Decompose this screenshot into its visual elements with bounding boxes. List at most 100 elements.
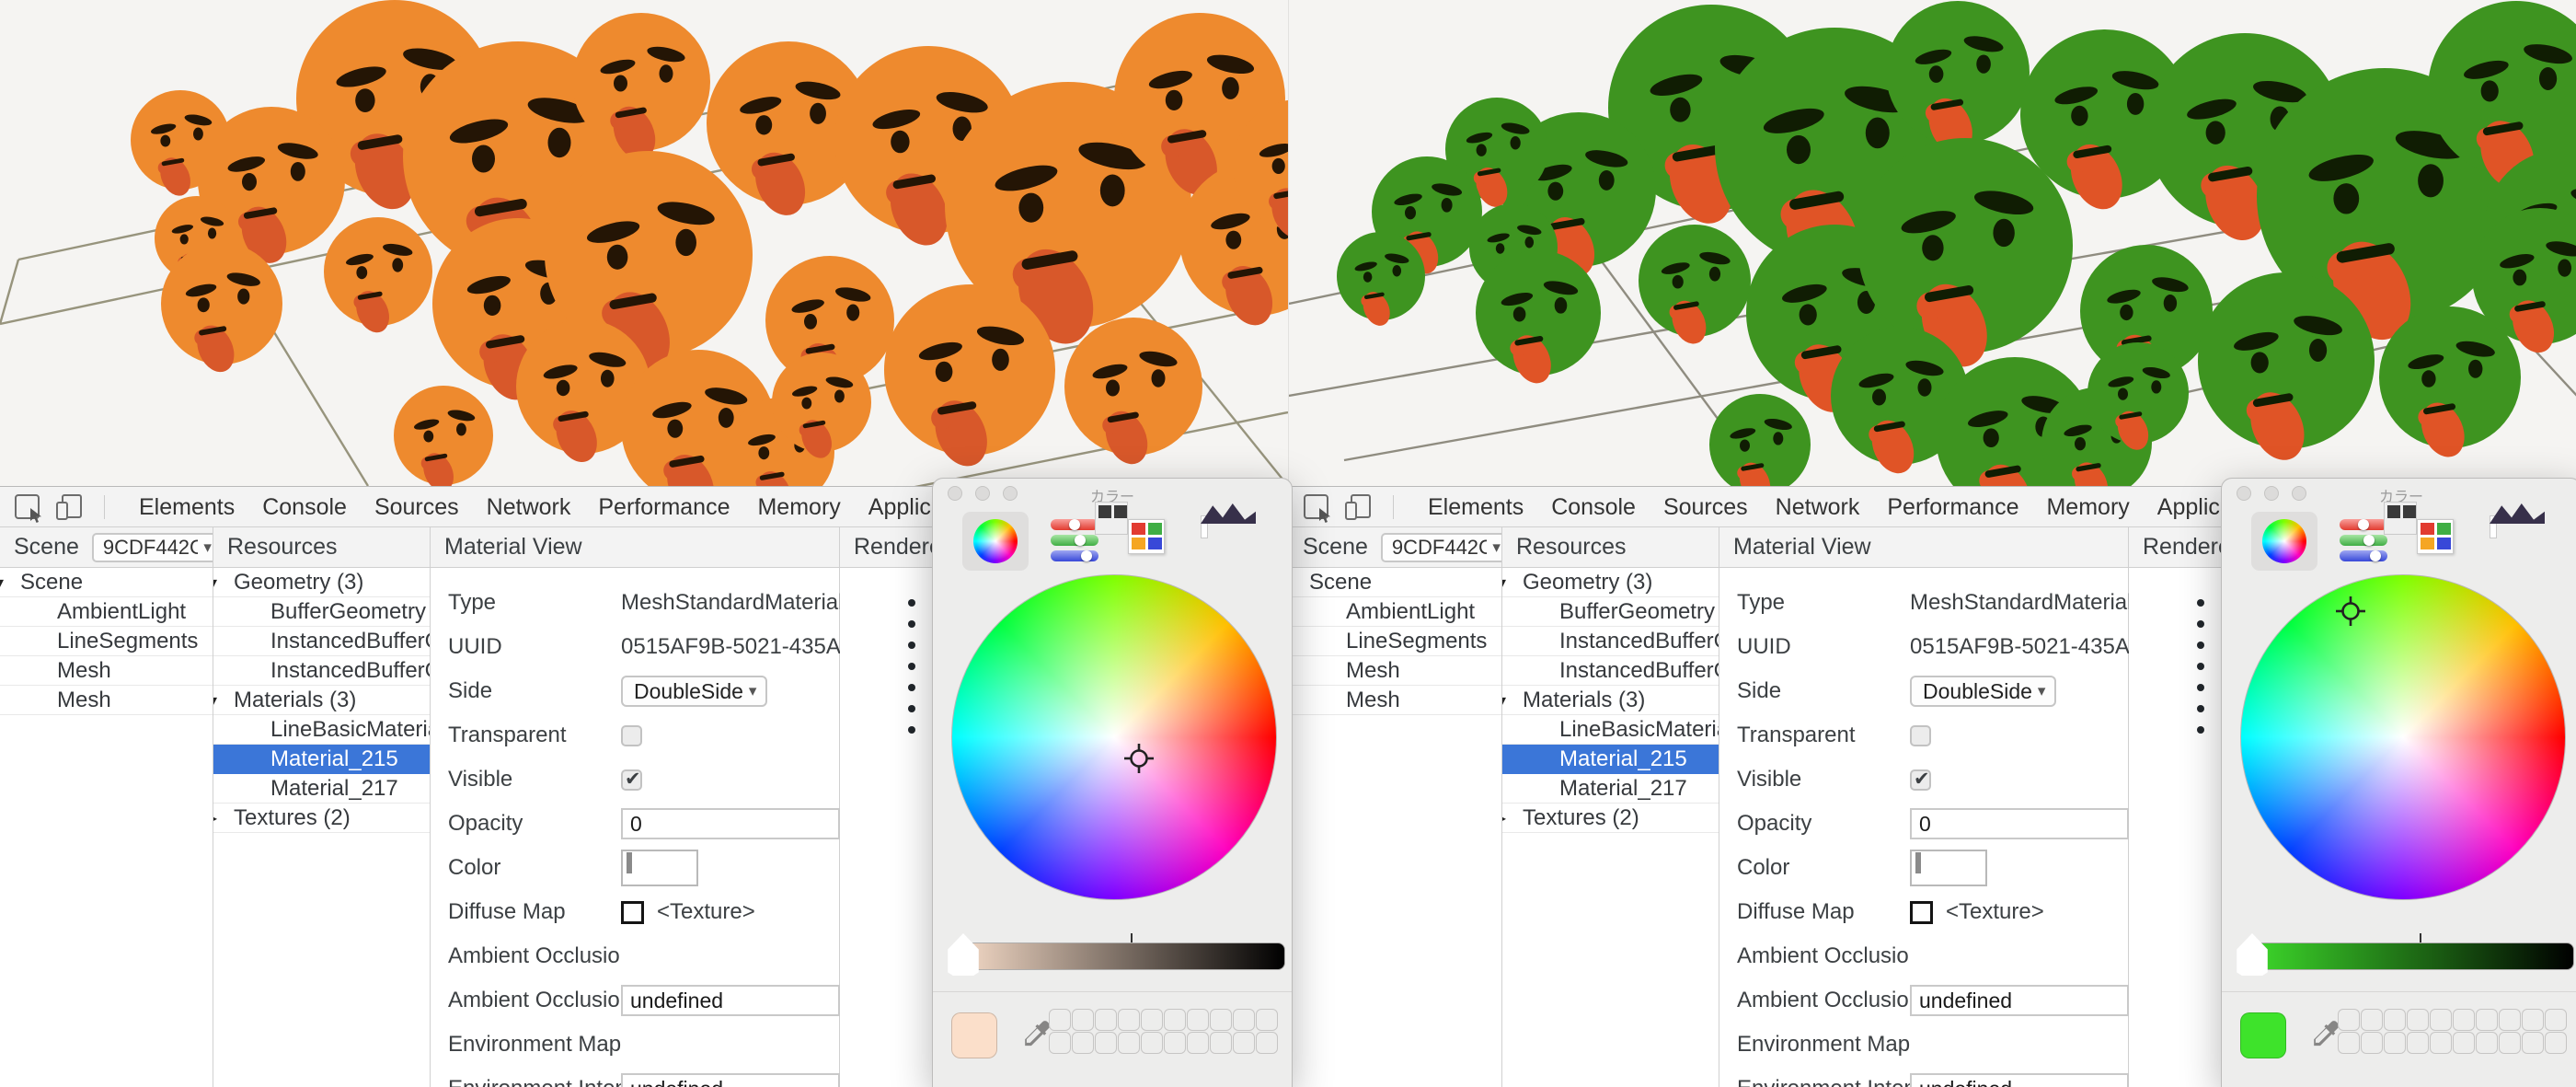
saved-swatch-slot[interactable] <box>1233 1009 1255 1031</box>
saved-swatch-slot[interactable] <box>1256 1032 1278 1054</box>
diffuse-map-checkbox[interactable] <box>621 900 644 924</box>
devtools-tab[interactable]: Performance <box>598 493 730 520</box>
scene-tree-row[interactable]: Mesh <box>0 686 213 715</box>
saved-swatch-slot[interactable] <box>2545 1032 2567 1054</box>
eyedropper-icon[interactable] <box>1019 1018 1054 1053</box>
color-wheel[interactable] <box>951 574 1277 900</box>
eyedropper-icon[interactable] <box>2308 1018 2343 1053</box>
saved-swatch-slot[interactable] <box>1164 1032 1186 1054</box>
saved-swatch-slot[interactable] <box>2499 1009 2521 1031</box>
saved-swatch-slot[interactable] <box>1072 1032 1094 1054</box>
resource-row[interactable]: Material_217 <box>213 774 430 804</box>
saved-swatch-slot[interactable] <box>2522 1032 2544 1054</box>
disclosure-arrow-icon[interactable]: ▾ <box>213 687 234 714</box>
saved-swatch-slot[interactable] <box>2453 1032 2475 1054</box>
color-wheel-icon[interactable] <box>2262 519 2306 563</box>
picker-brightness-slider[interactable] <box>950 942 1285 970</box>
resource-row[interactable]: ▸Textures (2) <box>1502 804 1719 833</box>
scene-select-dropdown[interactable]: 9CDF442C ▾ <box>91 532 213 562</box>
resource-row[interactable]: InstancedBufferGeom <box>1502 656 1719 686</box>
picker-titlebar[interactable]: カラー <box>933 479 1292 508</box>
devtools-tab[interactable]: Sources <box>374 493 459 520</box>
saved-swatch-slot[interactable] <box>1095 1032 1117 1054</box>
toggle-device-toolbar-icon[interactable] <box>56 493 82 520</box>
saved-swatch-slot[interactable] <box>1210 1009 1232 1031</box>
picker-current-swatch[interactable] <box>2240 1012 2286 1058</box>
saved-swatch-slot[interactable] <box>1187 1032 1209 1054</box>
visible-checkbox[interactable] <box>1910 768 1931 791</box>
color-wheel-icon[interactable] <box>973 519 1018 563</box>
saved-swatch-slot[interactable] <box>2430 1009 2452 1031</box>
saved-swatch-slot[interactable] <box>1118 1032 1140 1054</box>
visible-checkbox[interactable] <box>621 768 642 791</box>
picker-brightness-slider[interactable] <box>2239 942 2574 970</box>
minimize-window-icon[interactable] <box>975 486 990 501</box>
scene-select-dropdown[interactable]: 9CDF442C ▾ <box>1380 532 1501 562</box>
saved-swatch-slot[interactable] <box>1141 1009 1163 1031</box>
close-window-icon[interactable] <box>948 486 962 501</box>
color-sliders-icon[interactable] <box>1051 519 1098 561</box>
devtools-tab[interactable]: Performance <box>1887 493 2019 520</box>
material-color-swatch[interactable] <box>621 850 698 886</box>
threejs-viewport-orange[interactable] <box>0 0 1288 486</box>
devtools-tab[interactable]: Sources <box>1662 493 1748 520</box>
resource-row[interactable]: Material_217 <box>1502 774 1719 804</box>
saved-swatch-slot[interactable] <box>2384 1032 2406 1054</box>
opacity-input[interactable] <box>621 808 840 839</box>
resource-row[interactable]: LineBasicMaterial <box>1502 715 1719 745</box>
environment-intensity-input[interactable] <box>1910 1073 2129 1087</box>
disclosure-arrow-icon[interactable]: ▾ <box>1502 687 1523 714</box>
transparent-checkbox[interactable] <box>1910 724 1931 746</box>
devtools-tab[interactable]: Memory <box>2046 493 2130 520</box>
wheel-crosshair[interactable] <box>1122 742 1156 775</box>
resource-row[interactable]: ▾Geometry (3) <box>213 568 430 597</box>
saved-swatch-slot[interactable] <box>1095 1009 1117 1031</box>
picker-titlebar[interactable]: カラー <box>2222 479 2576 508</box>
resource-row[interactable]: Material_215 <box>213 745 430 774</box>
scene-tree-row[interactable]: LineSegments <box>0 627 213 656</box>
disclosure-arrow-icon[interactable]: ▾ <box>213 569 234 596</box>
saved-swatch-slot[interactable] <box>2476 1009 2498 1031</box>
saved-swatch-slot[interactable] <box>1187 1009 1209 1031</box>
resource-row[interactable]: InstancedBufferGeom <box>213 627 430 656</box>
opacity-input[interactable] <box>1910 808 2129 839</box>
saved-swatch-slot[interactable] <box>2338 1032 2360 1054</box>
devtools-tab[interactable]: Console <box>1551 493 1636 520</box>
material-color-swatch[interactable] <box>1910 850 1987 886</box>
saved-swatch-slot[interactable] <box>2430 1032 2452 1054</box>
saved-swatch-slot[interactable] <box>1210 1032 1232 1054</box>
scene-tree-row[interactable]: AmbientLight <box>1289 597 1501 627</box>
resource-row[interactable]: ▾Geometry (3) <box>1502 568 1719 597</box>
saved-swatch-slot[interactable] <box>1118 1009 1140 1031</box>
resource-row[interactable]: LineBasicMaterial <box>213 715 430 745</box>
saved-swatch-slot[interactable] <box>2361 1032 2383 1054</box>
scene-tree-row[interactable]: Mesh <box>0 656 213 686</box>
disclosure-arrow-icon[interactable]: ▾ <box>1502 569 1523 596</box>
scene-tree-row[interactable]: ▾Scene <box>1289 568 1501 597</box>
saved-swatch-slot[interactable] <box>1049 1032 1071 1054</box>
resource-row[interactable]: InstancedBufferGeom <box>213 656 430 686</box>
color-picker-window[interactable]: カラー <box>2221 478 2576 1087</box>
saved-swatch-slot[interactable] <box>2361 1009 2383 1031</box>
saved-swatch-slot[interactable] <box>1233 1032 1255 1054</box>
devtools-tab[interactable]: Elements <box>139 493 236 520</box>
resource-row[interactable]: ▾Materials (3) <box>213 686 430 715</box>
close-window-icon[interactable] <box>2237 486 2251 501</box>
saved-swatch-slot[interactable] <box>1256 1009 1278 1031</box>
saved-swatch-slot[interactable] <box>2545 1009 2567 1031</box>
image-palettes-icon[interactable] <box>2490 503 2545 538</box>
devtools-tab[interactable]: Console <box>262 493 347 520</box>
ao-map-input[interactable] <box>1910 985 2129 1016</box>
resource-row[interactable]: InstancedBufferGeom <box>1502 627 1719 656</box>
saved-swatch-slot[interactable] <box>2338 1009 2360 1031</box>
scene-tree-row[interactable]: Mesh <box>1289 656 1501 686</box>
saved-swatch-slot[interactable] <box>1141 1032 1163 1054</box>
saved-swatch-slot[interactable] <box>2522 1009 2544 1031</box>
side-select[interactable]: DoubleSide ▾ <box>621 676 768 707</box>
ao-map-input[interactable] <box>621 985 840 1016</box>
scene-tree-row[interactable]: AmbientLight <box>0 597 213 627</box>
saved-swatch-slot[interactable] <box>2407 1009 2429 1031</box>
brightness-slider-thumb[interactable] <box>948 933 979 976</box>
side-select[interactable]: DoubleSide ▾ <box>1910 676 2057 707</box>
picker-current-swatch[interactable] <box>951 1012 997 1058</box>
